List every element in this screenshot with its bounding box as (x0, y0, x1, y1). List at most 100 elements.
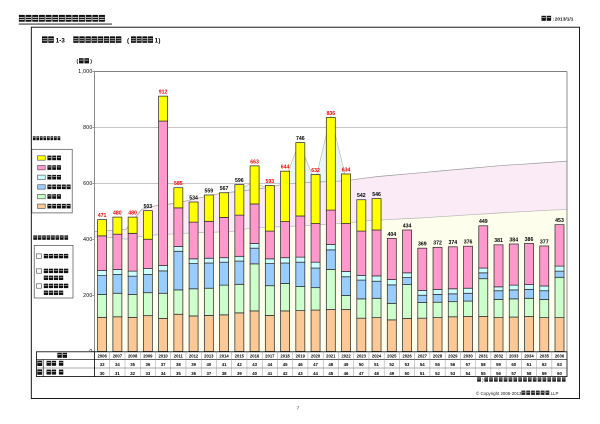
svg-text:50: 50 (405, 371, 410, 376)
svg-text:46: 46 (298, 362, 303, 367)
svg-text:34: 34 (161, 371, 166, 376)
svg-text:1,000: 1,000 (78, 69, 92, 75)
svg-text:53: 53 (450, 371, 455, 376)
svg-text:49: 49 (344, 362, 349, 367)
svg-text:1: 1 (155, 38, 159, 45)
svg-text:2007: 2007 (113, 354, 123, 359)
svg-text:434: 434 (403, 223, 412, 229)
svg-text:60: 60 (511, 362, 516, 367)
svg-text:58: 58 (481, 362, 486, 367)
svg-text:2013: 2013 (204, 354, 214, 359)
svg-text:2029: 2029 (448, 354, 458, 359)
svg-text:47: 47 (313, 362, 318, 367)
svg-text:37: 37 (161, 362, 166, 367)
svg-text:53: 53 (405, 362, 410, 367)
svg-text:542: 542 (357, 193, 366, 199)
svg-text:593: 593 (266, 179, 275, 185)
svg-text:31: 31 (115, 371, 120, 376)
svg-text:40: 40 (206, 362, 211, 367)
svg-text:46: 46 (344, 371, 349, 376)
svg-text:2034: 2034 (524, 354, 534, 359)
svg-text:38: 38 (222, 371, 227, 376)
svg-text:2014: 2014 (219, 354, 229, 359)
svg-text:35: 35 (176, 371, 181, 376)
svg-text:2012: 2012 (189, 354, 199, 359)
svg-text:2036: 2036 (555, 354, 565, 359)
svg-text:2031: 2031 (479, 354, 489, 359)
svg-text:2021: 2021 (326, 354, 336, 359)
svg-text:59: 59 (542, 371, 547, 376)
svg-text:2025: 2025 (387, 354, 397, 359)
svg-text:): ) (158, 38, 160, 45)
svg-text:45: 45 (328, 371, 333, 376)
svg-text:2024: 2024 (372, 354, 382, 359)
svg-text:48: 48 (328, 362, 333, 367)
svg-text:59: 59 (496, 362, 501, 367)
svg-text:34: 34 (115, 362, 120, 367)
svg-text:2006: 2006 (97, 354, 107, 359)
svg-text:567: 567 (220, 186, 229, 192)
svg-text:51: 51 (420, 371, 425, 376)
svg-text:2033: 2033 (509, 354, 519, 359)
svg-text:559: 559 (205, 188, 214, 194)
svg-text:2022: 2022 (341, 354, 351, 359)
svg-text:61: 61 (527, 362, 532, 367)
svg-text:2035: 2035 (540, 354, 550, 359)
svg-text:644: 644 (281, 165, 290, 171)
svg-text:449: 449 (479, 219, 488, 225)
svg-text:49: 49 (389, 371, 394, 376)
svg-text:480: 480 (113, 211, 122, 217)
svg-text:2027: 2027 (418, 354, 428, 359)
svg-text:30: 30 (100, 371, 105, 376)
svg-text:480: 480 (128, 211, 137, 217)
svg-text:2011: 2011 (174, 354, 184, 359)
svg-text:41: 41 (222, 362, 227, 367)
svg-text:41: 41 (267, 371, 272, 376)
svg-text:52: 52 (435, 371, 440, 376)
svg-text:35: 35 (130, 362, 135, 367)
svg-text:(: ( (127, 38, 130, 45)
svg-text:596: 596 (235, 178, 244, 184)
svg-text:2016: 2016 (250, 354, 260, 359)
svg-text:2026: 2026 (402, 354, 412, 359)
svg-text:39: 39 (237, 371, 242, 376)
svg-text:374: 374 (448, 240, 457, 246)
svg-text:55: 55 (481, 371, 486, 376)
svg-text:52: 52 (389, 362, 394, 367)
svg-text:2030: 2030 (463, 354, 473, 359)
svg-text:54: 54 (420, 362, 425, 367)
svg-text:33: 33 (145, 371, 150, 376)
svg-text:836: 836 (326, 111, 335, 117)
svg-text:48: 48 (374, 371, 379, 376)
svg-text:7: 7 (297, 406, 300, 412)
svg-text:): ) (90, 59, 92, 65)
svg-text:42: 42 (283, 371, 288, 376)
svg-text:2023: 2023 (357, 354, 367, 359)
svg-text:534: 534 (189, 195, 198, 201)
svg-text:585: 585 (174, 181, 183, 187)
svg-text:56: 56 (496, 371, 501, 376)
svg-text:546: 546 (372, 192, 381, 198)
svg-text:400: 400 (83, 237, 92, 243)
svg-text:2017: 2017 (265, 354, 275, 359)
svg-text:51: 51 (374, 362, 379, 367)
svg-text:634: 634 (342, 167, 351, 173)
svg-text:): ) (482, 377, 484, 382)
svg-text:2018: 2018 (280, 354, 290, 359)
svg-text:62: 62 (542, 362, 547, 367)
svg-text:800: 800 (83, 125, 92, 131)
svg-text:38: 38 (176, 362, 181, 367)
svg-text:47: 47 (359, 371, 364, 376)
svg-text:2008: 2008 (128, 354, 138, 359)
svg-text:57: 57 (511, 371, 516, 376)
svg-text:36: 36 (145, 362, 150, 367)
svg-text:36: 36 (191, 371, 196, 376)
svg-text:33: 33 (100, 362, 105, 367)
svg-text:58: 58 (527, 371, 532, 376)
svg-text:50: 50 (359, 362, 364, 367)
svg-text:55: 55 (435, 362, 440, 367)
svg-text:471: 471 (98, 213, 107, 219)
svg-text:63: 63 (557, 362, 562, 367)
svg-text:43: 43 (298, 371, 303, 376)
svg-text:2009: 2009 (143, 354, 153, 359)
